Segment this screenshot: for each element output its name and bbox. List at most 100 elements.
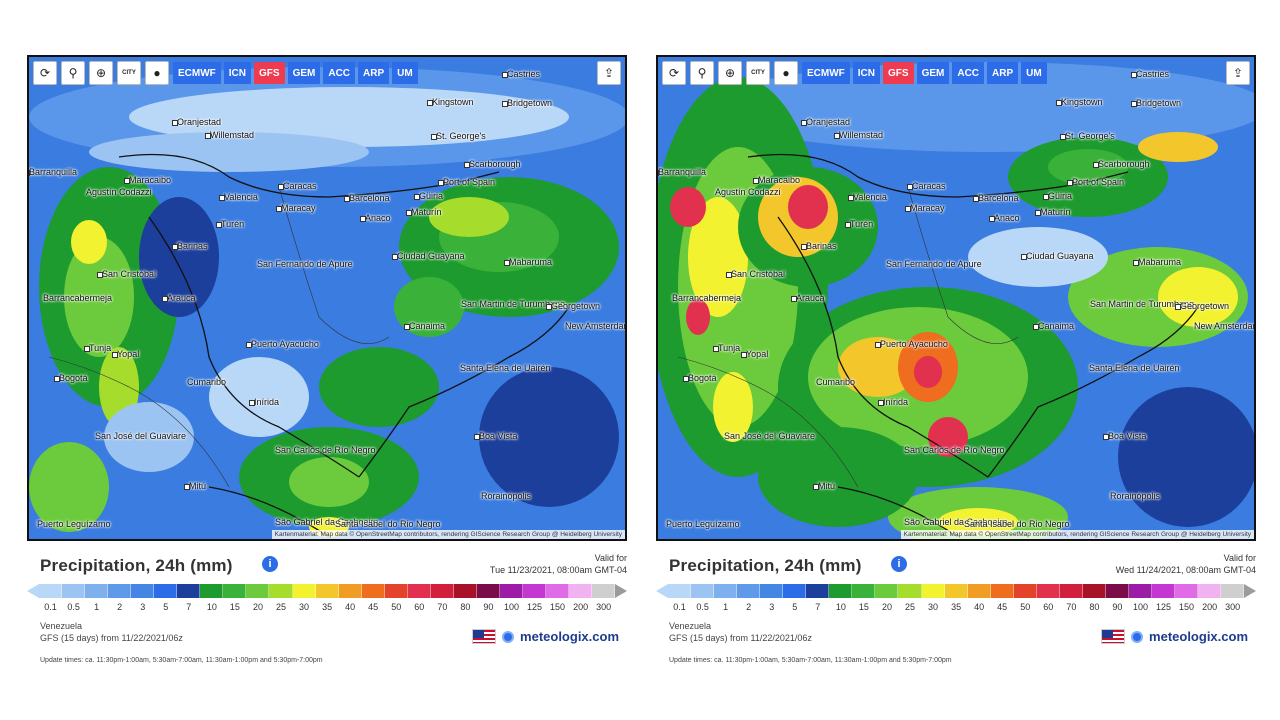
legend-color-cell xyxy=(1198,584,1222,598)
legend-value-label: 10 xyxy=(206,602,217,612)
legend-value-label: 35 xyxy=(322,602,333,612)
place-label: Santa Elena de Uairén xyxy=(1089,363,1180,373)
legend-value-label: 2 xyxy=(117,602,123,612)
model-button-gem[interactable]: GEM xyxy=(287,62,321,84)
zoom-glyph: ⊕ xyxy=(724,66,736,80)
update-times: Update times: ca. 11:30pm-1:00am, 5:30am… xyxy=(669,657,952,664)
model-button-icn[interactable]: ICN xyxy=(852,62,881,84)
city-toggle-icon[interactable]: CITY xyxy=(117,61,141,85)
precipitation-map[interactable]: ⟳ ⚲ ⊕ CITY ● ECMWF ICN GFS GEM ACC ARP U… xyxy=(27,55,627,541)
map-title: Precipitation, 24h (mm) xyxy=(40,556,233,575)
legend-color-cell xyxy=(108,584,132,598)
place-label: Georgetown xyxy=(1174,301,1230,311)
model-button-um[interactable]: UM xyxy=(1021,62,1047,84)
legend-color-cell xyxy=(944,584,968,598)
info-icon[interactable]: i xyxy=(262,556,278,572)
legend-value-label: 80 xyxy=(460,602,471,612)
place-label: Castries xyxy=(1130,69,1170,79)
place-label: Maracay xyxy=(905,203,945,213)
legend-value-label: 7 xyxy=(815,602,821,612)
location-pin-icon[interactable]: ⚲ xyxy=(61,61,85,85)
model-button-ecmwf[interactable]: ECMWF xyxy=(802,62,850,84)
place-label: Tunja xyxy=(712,343,741,353)
legend-color-cell xyxy=(223,584,247,598)
legend-value-label: 80 xyxy=(1089,602,1100,612)
place-label: Port of Spain xyxy=(437,177,496,187)
legend-value-label: 7 xyxy=(186,602,192,612)
legend-value-label: 20 xyxy=(881,602,892,612)
brand[interactable]: meteologix.com xyxy=(1101,629,1248,644)
legend-labels: 0.1 0.5 1 2 3 5 7 10 15 20 25 30 35 40 45 50 60 70 80 90 100… xyxy=(39,602,615,612)
place-label: Tunja xyxy=(83,343,112,353)
legend-value-label: 5 xyxy=(163,602,169,612)
model-button-gfs[interactable]: GFS xyxy=(254,62,285,84)
model-button-arp[interactable]: ARP xyxy=(987,62,1019,84)
legend-value-label: 70 xyxy=(1066,602,1077,612)
city-toggle-icon[interactable]: CITY xyxy=(746,61,770,85)
model-button-ecmwf[interactable]: ECMWF xyxy=(173,62,221,84)
model-button-um[interactable]: UM xyxy=(392,62,418,84)
legend-color-cell xyxy=(1082,584,1106,598)
legend-color-bar xyxy=(39,584,616,598)
share-icon[interactable]: ⇪ xyxy=(1226,61,1250,85)
info-icon[interactable]: i xyxy=(891,556,907,572)
model-button-acc[interactable]: ACC xyxy=(323,62,356,84)
legend-color-cell xyxy=(246,584,270,598)
model-button-arp[interactable]: ARP xyxy=(358,62,390,84)
model-button-gfs[interactable]: GFS xyxy=(883,62,914,84)
zoom-icon[interactable]: ⊕ xyxy=(718,61,742,85)
legend-color-cell xyxy=(546,584,570,598)
legend-color-cell xyxy=(361,584,385,598)
place-label: San Fernando de Apure xyxy=(886,259,982,269)
panel-header: Precipitation, 24h (mm) i Valid for Wed … xyxy=(669,552,1256,580)
city-glyph: CITY xyxy=(751,70,765,76)
place-label: Port of Spain xyxy=(1066,177,1125,187)
legend-color-cell xyxy=(898,584,922,598)
panel-footer: Venezuela GFS (15 days) from 11/22/2021/… xyxy=(40,620,627,644)
legend-color-cell xyxy=(760,584,784,598)
legend-color-cell xyxy=(1059,584,1083,598)
place-label: Kingstown xyxy=(1056,97,1103,107)
place-label: Yopal xyxy=(740,349,769,359)
legend-value-label: 125 xyxy=(526,602,543,612)
legend-color-cell xyxy=(292,584,316,598)
legend-color-cell xyxy=(499,584,523,598)
map-attribution[interactable]: Kartenmaterial: Map data © OpenStreetMap… xyxy=(900,530,1254,539)
legend-color-cell xyxy=(1013,584,1037,598)
legend-color-cell xyxy=(1128,584,1152,598)
model-button-gem[interactable]: GEM xyxy=(916,62,950,84)
region-name: Venezuela xyxy=(669,621,712,631)
place-label: Boa Vista xyxy=(473,431,518,441)
model-button-acc[interactable]: ACC xyxy=(952,62,985,84)
legend-value-label: 45 xyxy=(368,602,379,612)
us-flag-icon[interactable] xyxy=(1101,629,1126,644)
refresh-icon[interactable]: ⟳ xyxy=(662,61,686,85)
legend-color-cell xyxy=(829,584,853,598)
refresh-icon[interactable]: ⟳ xyxy=(33,61,57,85)
model-button-icn[interactable]: ICN xyxy=(223,62,252,84)
zoom-icon[interactable]: ⊕ xyxy=(89,61,113,85)
precipitation-field xyxy=(658,57,1254,539)
legend-value-label: 150 xyxy=(550,602,566,612)
circle-icon[interactable]: ● xyxy=(774,61,798,85)
precipitation-map[interactable]: ⟳ ⚲ ⊕ CITY ● ECMWF ICN GFS GEM ACC ARP U… xyxy=(656,55,1256,541)
circle-icon[interactable]: ● xyxy=(145,61,169,85)
place-label: New Amsterdam xyxy=(565,321,627,331)
legend-color-cell xyxy=(875,584,899,598)
legend-value-label: 150 xyxy=(1179,602,1195,612)
legend-color-cell xyxy=(62,584,86,598)
place-label: San Carlos de Río Negro xyxy=(904,445,1005,455)
legend-arrow-left xyxy=(27,584,39,598)
place-label: Agustín Codazzi xyxy=(715,187,781,197)
brand[interactable]: meteologix.com xyxy=(472,629,619,644)
place-label: São Gabriel da Cachoeira xyxy=(904,517,1008,527)
place-label: Kingstown xyxy=(427,97,474,107)
map-attribution[interactable]: Kartenmaterial: Map data © OpenStreetMap… xyxy=(271,530,625,539)
us-flag-icon[interactable] xyxy=(472,629,497,644)
place-label: Willemstad xyxy=(833,130,884,140)
location-pin-icon[interactable]: ⚲ xyxy=(690,61,714,85)
legend-color-cell xyxy=(1105,584,1129,598)
place-label: New Amsterdam xyxy=(1194,321,1256,331)
place-label: Santa Isabel do Rio Negro xyxy=(964,519,1070,529)
share-icon[interactable]: ⇪ xyxy=(597,61,621,85)
